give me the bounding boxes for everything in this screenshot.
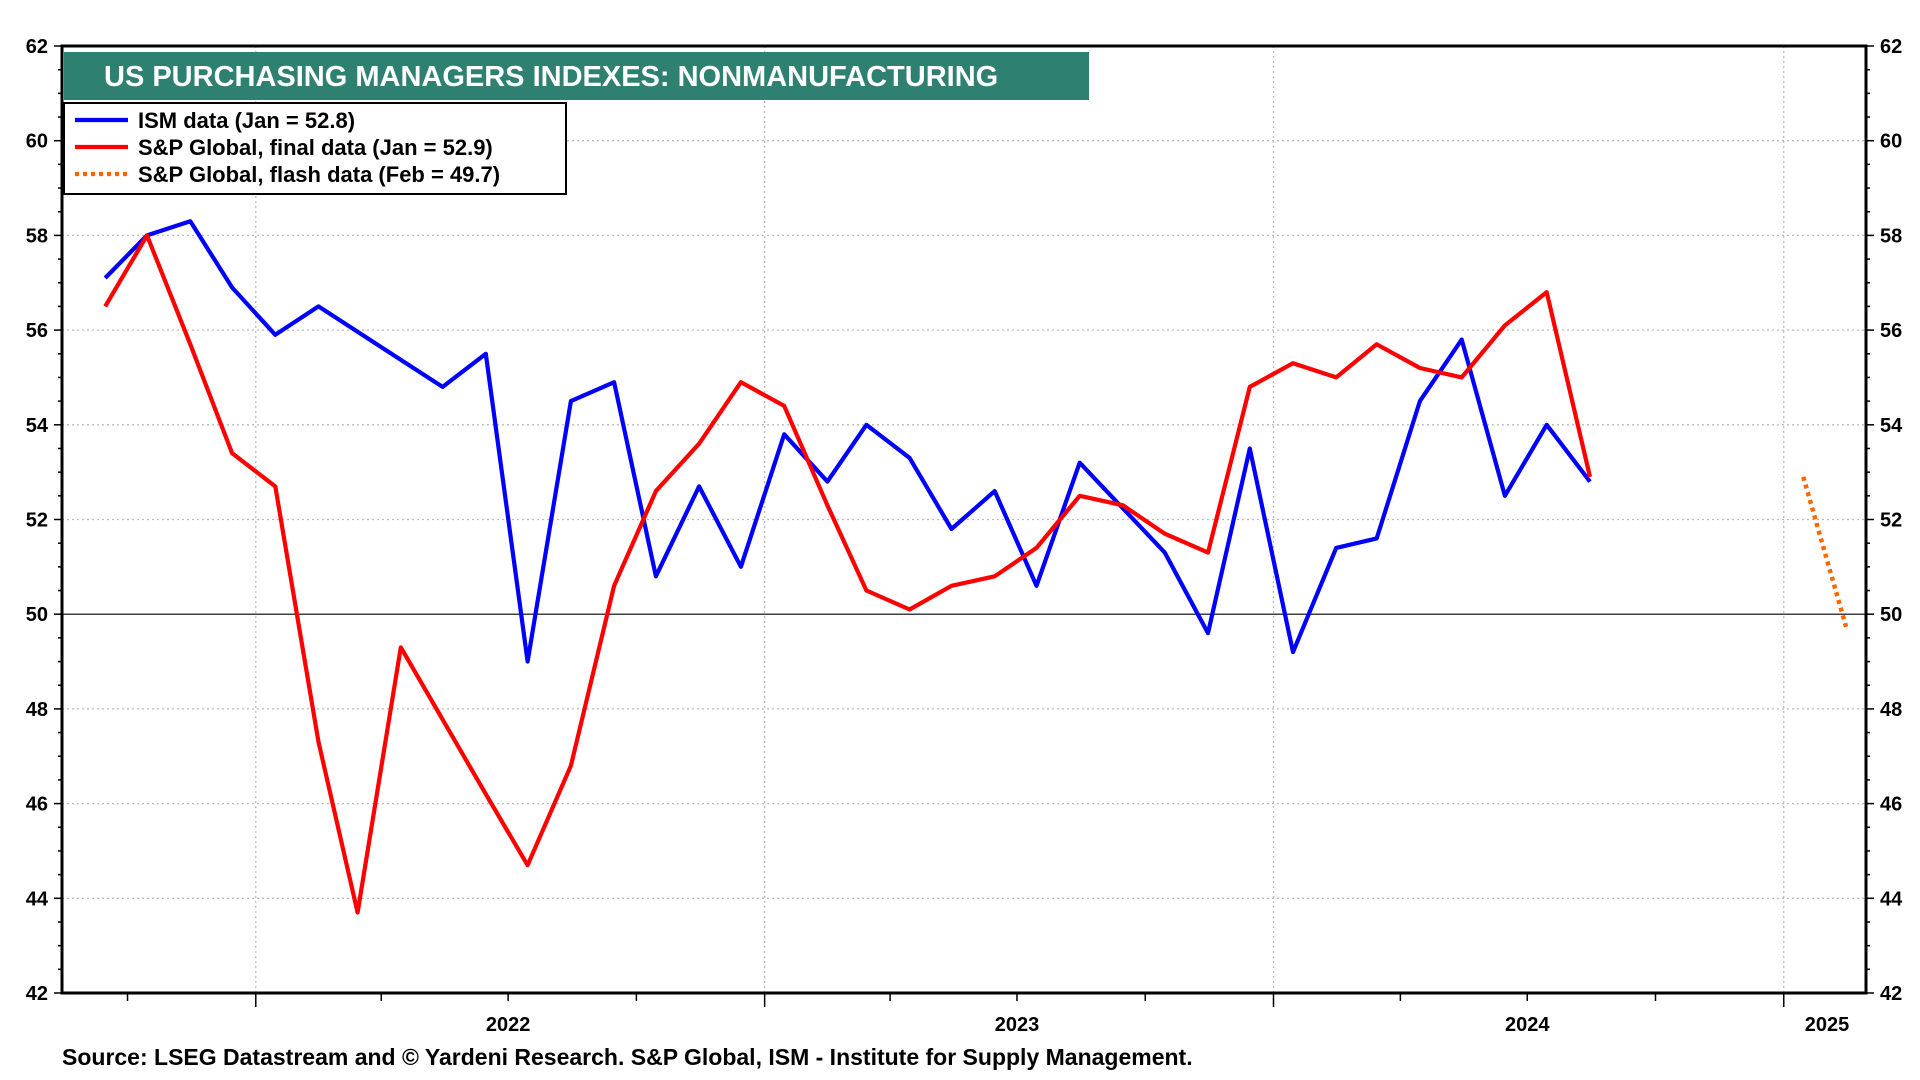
- y-tick-label-right: 52: [1880, 510, 1902, 532]
- legend-label-3: S&P Global, flash data (Feb = 49.7): [138, 162, 500, 187]
- legend-label-2: S&P Global, final data (Jan = 52.9): [138, 135, 493, 160]
- y-tick-label-right: 50: [1880, 604, 1902, 626]
- series-line-1: [103, 219, 1592, 664]
- axis-layer: 42 42 44 44 46 46 48 48 50 50 52 52 54 54 56 56 58 58 60 60…: [26, 36, 1903, 1036]
- y-tick-label-right: 48: [1880, 699, 1902, 721]
- x-tick-label: 2024: [1505, 1014, 1550, 1036]
- y-tick-label-left: 46: [26, 794, 48, 816]
- y-tick-label-left: 50: [26, 604, 48, 626]
- y-tick-label-right: 42: [1880, 983, 1902, 1005]
- legend: ISM data (Jan = 52.8)S&P Global, final d…: [63, 102, 567, 195]
- x-tick-label: 2025: [1805, 1014, 1850, 1036]
- y-tick-label-left: 62: [26, 36, 48, 58]
- y-tick-label-left: 54: [26, 415, 49, 437]
- y-tick-label-right: 58: [1880, 225, 1902, 247]
- chart-title: US PURCHASING MANAGERS INDEXES: NONMANUF…: [104, 61, 998, 93]
- chart-title-box: US PURCHASING MANAGERS INDEXES: NONMANUF…: [64, 52, 1089, 100]
- y-tick-label-right: 44: [1880, 888, 1903, 910]
- y-tick-label-right: 54: [1880, 415, 1903, 437]
- series-line-2: [103, 233, 1593, 915]
- plot-frame: [60, 44, 1868, 995]
- y-tick-label-left: 56: [26, 320, 48, 342]
- y-tick-label-left: 44: [26, 888, 49, 910]
- y-tick-label-left: 58: [26, 225, 48, 247]
- legend-box: [63, 102, 567, 195]
- series-layer: [103, 219, 1849, 915]
- y-tick-label-right: 60: [1880, 131, 1902, 153]
- legend-label-1: ISM data (Jan = 52.8): [138, 108, 355, 133]
- y-tick-label-right: 56: [1880, 320, 1902, 342]
- y-tick-label-right: 62: [1880, 36, 1902, 58]
- source-note: Source: LSEG Datastream and © Yardeni Re…: [62, 1044, 1193, 1070]
- y-tick-label-left: 52: [26, 510, 48, 532]
- x-tick-label: 2022: [486, 1014, 531, 1036]
- y-tick-label-left: 48: [26, 699, 48, 721]
- y-tick-label-right: 46: [1880, 794, 1902, 816]
- y-tick-label-left: 42: [26, 983, 48, 1005]
- series-line-3: [1801, 476, 1849, 630]
- y-tick-label-left: 60: [26, 131, 48, 153]
- chart-title-background: [64, 52, 1089, 100]
- x-tick-label: 2023: [995, 1014, 1040, 1036]
